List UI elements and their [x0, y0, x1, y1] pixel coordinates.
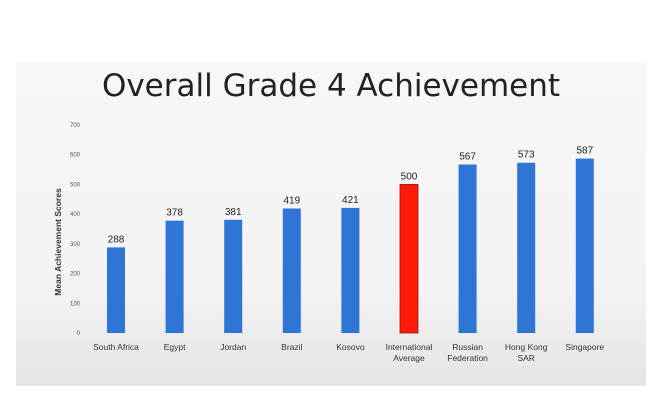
bar: [458, 164, 477, 333]
chart-title: Overall Grade 4 Achievement: [101, 68, 561, 104]
bar: [107, 247, 125, 333]
y-tick-label: 700: [70, 123, 81, 129]
x-tick-label: Egypt: [164, 342, 186, 352]
x-tick-label: Average: [393, 353, 425, 363]
bar: [282, 208, 301, 333]
data-label: 419: [283, 195, 300, 206]
x-tick-label: Singapore: [565, 342, 604, 352]
y-axis-label: Mean Achievement Scores: [53, 188, 63, 296]
x-tick-label: South Africa: [93, 342, 139, 352]
x-tick-label: Kosovo: [336, 342, 365, 352]
data-label: 500: [401, 171, 418, 182]
bar-chart: Mean Achievement Scores 0 100 200 300 400 500…: [53, 123, 604, 363]
bar: [165, 220, 184, 333]
y-tick-label: 200: [70, 272, 81, 278]
y-tick-label: 100: [70, 301, 81, 307]
data-label: 573: [518, 150, 535, 161]
data-label: 587: [576, 146, 593, 157]
x-tick-label: Jordan: [220, 342, 246, 352]
bar: [399, 184, 419, 334]
x-tick-label: Russian: [452, 342, 483, 352]
bar: [517, 162, 536, 333]
y-tick-label: 400: [70, 212, 81, 218]
x-tick-label: International: [386, 342, 433, 352]
data-label: 567: [459, 152, 476, 163]
slide: Overall Grade 4 Achievement Mean Achieve…: [16, 62, 646, 386]
bar: [341, 207, 360, 333]
x-tick-label: SAR: [517, 353, 534, 363]
y-tick-label: 300: [70, 242, 81, 248]
data-label: 378: [166, 208, 183, 219]
x-tick-label: Brazil: [281, 342, 302, 352]
y-tick-label: 0: [77, 331, 81, 337]
data-label: 421: [342, 195, 359, 206]
x-tick-label: Hong Kong: [505, 342, 548, 352]
data-label: 381: [225, 207, 242, 218]
bar: [224, 219, 243, 333]
data-label: 288: [108, 234, 125, 245]
y-tick-label: 500: [70, 182, 81, 188]
y-tick-label: 600: [70, 153, 81, 159]
x-tick-label: Federation: [447, 353, 488, 363]
bar: [575, 158, 594, 333]
